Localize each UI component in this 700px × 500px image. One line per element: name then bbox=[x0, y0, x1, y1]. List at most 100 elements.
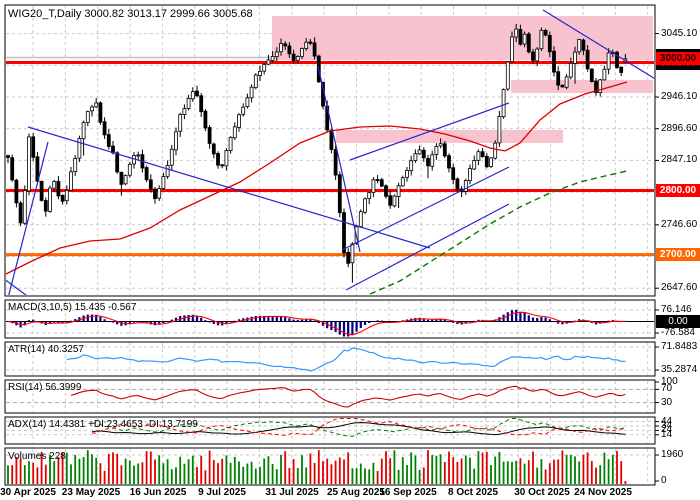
bull-candle[interactable] bbox=[564, 76, 569, 88]
bear-candle[interactable] bbox=[119, 171, 124, 185]
bear-candle[interactable] bbox=[619, 66, 624, 73]
bear-candle[interactable] bbox=[203, 110, 208, 129]
bull-candle[interactable] bbox=[568, 62, 573, 78]
bull-candle[interactable] bbox=[182, 108, 187, 116]
bull-candle[interactable] bbox=[127, 163, 132, 176]
bear-candle[interactable] bbox=[379, 179, 384, 187]
bull-candle[interactable] bbox=[178, 114, 183, 132]
bull-candle[interactable] bbox=[413, 153, 418, 161]
bull-candle[interactable] bbox=[409, 160, 414, 172]
bear-candle[interactable] bbox=[220, 164, 225, 167]
bull-candle[interactable] bbox=[245, 97, 250, 107]
bear-candle[interactable] bbox=[455, 178, 460, 190]
bear-candle[interactable] bbox=[342, 212, 346, 254]
bull-candle[interactable] bbox=[69, 171, 73, 191]
bull-candle[interactable] bbox=[237, 114, 241, 128]
bull-candle[interactable] bbox=[270, 56, 275, 61]
bull-candle[interactable] bbox=[497, 115, 502, 144]
bear-candle[interactable] bbox=[589, 68, 594, 82]
bear-candle[interactable] bbox=[144, 167, 149, 181]
level-2800-price-tag[interactable]: 2800.00 bbox=[656, 184, 700, 197]
bear-candle[interactable] bbox=[480, 151, 485, 157]
bull-candle[interactable] bbox=[396, 185, 401, 197]
bull-candle[interactable] bbox=[501, 89, 506, 117]
bull-candle[interactable] bbox=[228, 136, 233, 151]
bull-candle[interactable] bbox=[472, 160, 477, 170]
bear-candle[interactable] bbox=[291, 53, 296, 62]
bull-candle[interactable] bbox=[510, 36, 514, 63]
ma-fast-red[interactable] bbox=[2, 81, 628, 276]
bull-candle[interactable] bbox=[90, 106, 94, 112]
bear-candle[interactable] bbox=[43, 200, 48, 212]
bull-candle[interactable] bbox=[577, 39, 582, 53]
bear-candle[interactable] bbox=[102, 121, 107, 136]
bear-candle[interactable] bbox=[148, 179, 153, 190]
bear-candle[interactable] bbox=[543, 29, 548, 36]
bear-candle[interactable] bbox=[384, 185, 388, 197]
bull-candle[interactable] bbox=[165, 165, 170, 177]
bull-candle[interactable] bbox=[535, 48, 540, 62]
bull-candle[interactable] bbox=[85, 111, 90, 123]
bull-candle[interactable] bbox=[405, 170, 409, 178]
bull-candle[interactable] bbox=[295, 56, 300, 61]
bull-candle[interactable] bbox=[136, 154, 141, 157]
supply-zone[interactable] bbox=[511, 80, 653, 93]
bear-candle[interactable] bbox=[56, 180, 61, 197]
bear-candle[interactable] bbox=[585, 49, 590, 70]
bull-candle[interactable] bbox=[262, 64, 267, 72]
bear-candle[interactable] bbox=[333, 149, 338, 176]
bear-candle[interactable] bbox=[31, 136, 36, 158]
bull-candle[interactable] bbox=[417, 149, 422, 155]
bull-candle[interactable] bbox=[77, 138, 82, 159]
bull-candle[interactable] bbox=[27, 136, 31, 192]
bull-candle[interactable] bbox=[258, 71, 262, 77]
bear-candle[interactable] bbox=[346, 251, 351, 264]
bear-candle[interactable] bbox=[153, 188, 157, 199]
bull-candle[interactable] bbox=[514, 28, 519, 38]
bull-candle[interactable] bbox=[232, 126, 237, 139]
bull-candle[interactable] bbox=[186, 97, 191, 109]
bear-candle[interactable] bbox=[14, 179, 19, 204]
bull-candle[interactable] bbox=[266, 59, 271, 65]
bear-candle[interactable] bbox=[421, 149, 426, 159]
bull-candle[interactable] bbox=[274, 51, 279, 58]
bear-candle[interactable] bbox=[337, 174, 342, 214]
bull-candle[interactable] bbox=[81, 122, 86, 140]
bear-candle[interactable] bbox=[115, 152, 120, 173]
bear-candle[interactable] bbox=[195, 90, 199, 97]
trendline[interactable] bbox=[27, 126, 431, 249]
bull-candle[interactable] bbox=[304, 41, 309, 49]
bull-candle[interactable] bbox=[249, 86, 254, 99]
bull-candle[interactable] bbox=[300, 48, 304, 57]
bear-candle[interactable] bbox=[552, 50, 556, 73]
bull-candle[interactable] bbox=[598, 79, 603, 93]
bull-candle[interactable] bbox=[493, 142, 498, 159]
trendline[interactable] bbox=[542, 9, 657, 80]
bull-candle[interactable] bbox=[157, 188, 162, 199]
bear-candle[interactable] bbox=[560, 84, 565, 88]
bull-candle[interactable] bbox=[169, 148, 174, 166]
bear-candle[interactable] bbox=[329, 129, 334, 150]
bear-candle[interactable] bbox=[615, 51, 619, 68]
bull-candle[interactable] bbox=[279, 43, 283, 53]
bear-candle[interactable] bbox=[287, 45, 292, 55]
trendline[interactable] bbox=[317, 65, 361, 253]
bear-candle[interactable] bbox=[594, 80, 598, 93]
bear-candle[interactable] bbox=[581, 39, 586, 51]
bear-candle[interactable] bbox=[39, 180, 44, 201]
bear-candle[interactable] bbox=[484, 155, 489, 168]
ma-slow-green[interactable] bbox=[369, 170, 628, 295]
bull-candle[interactable] bbox=[190, 91, 195, 100]
bull-candle[interactable] bbox=[94, 102, 99, 108]
bear-candle[interactable] bbox=[447, 155, 451, 169]
trendline[interactable] bbox=[341, 166, 510, 251]
bear-candle[interactable] bbox=[207, 127, 212, 144]
bull-candle[interactable] bbox=[602, 68, 607, 81]
bull-candle[interactable] bbox=[174, 131, 178, 151]
bear-candle[interactable] bbox=[283, 43, 288, 47]
trendline[interactable] bbox=[349, 102, 510, 161]
bear-candle[interactable] bbox=[10, 157, 15, 181]
bull-candle[interactable] bbox=[606, 52, 611, 70]
bull-candle[interactable] bbox=[400, 177, 405, 187]
bull-candle[interactable] bbox=[434, 146, 439, 155]
